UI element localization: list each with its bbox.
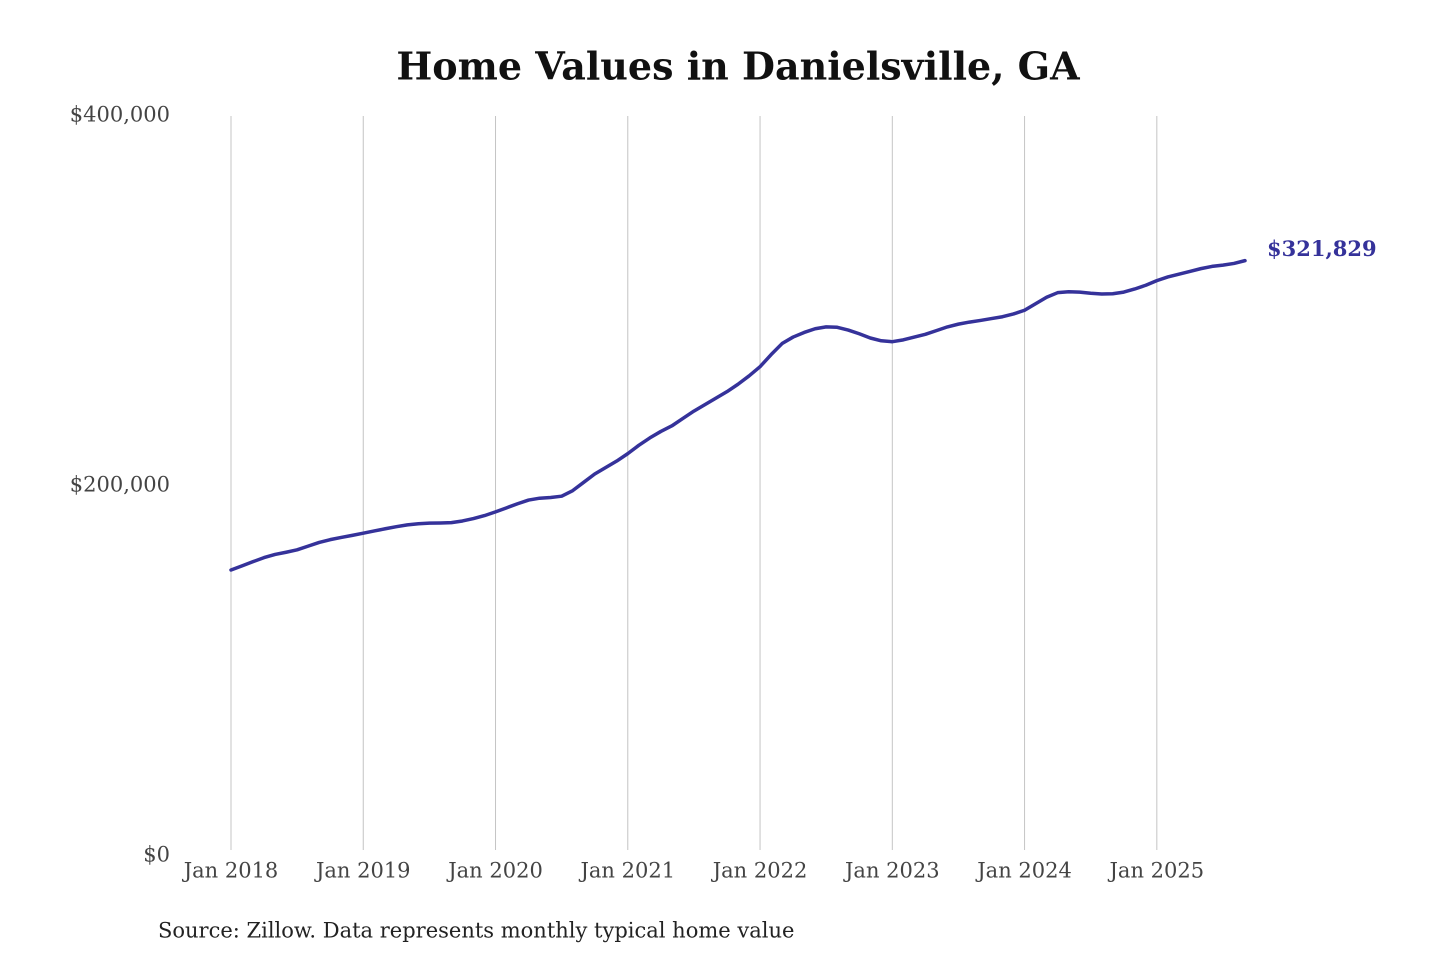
y-tick-label: $200,000 [70, 473, 170, 497]
value-label: $321,829 [1267, 236, 1377, 261]
x-tick-label: Jan 2024 [975, 859, 1072, 883]
x-tick-label: Jan 2025 [1108, 859, 1205, 883]
x-tick-label: Jan 2021 [578, 859, 675, 883]
x-tick-label: Jan 2018 [182, 859, 279, 883]
x-tick-label: Jan 2022 [711, 859, 808, 883]
x-tick-label: Jan 2023 [843, 859, 940, 883]
x-tick-label: Jan 2020 [446, 859, 543, 883]
y-tick-label: $0 [143, 843, 170, 867]
chart-title: Home Values in Danielsville, GA [396, 44, 1080, 89]
y-tick-label: $400,000 [70, 103, 170, 127]
source-note: Source: Zillow. Data represents monthly … [158, 919, 794, 943]
x-tick-label: Jan 2019 [314, 859, 411, 883]
line-series [229, 258, 1247, 572]
